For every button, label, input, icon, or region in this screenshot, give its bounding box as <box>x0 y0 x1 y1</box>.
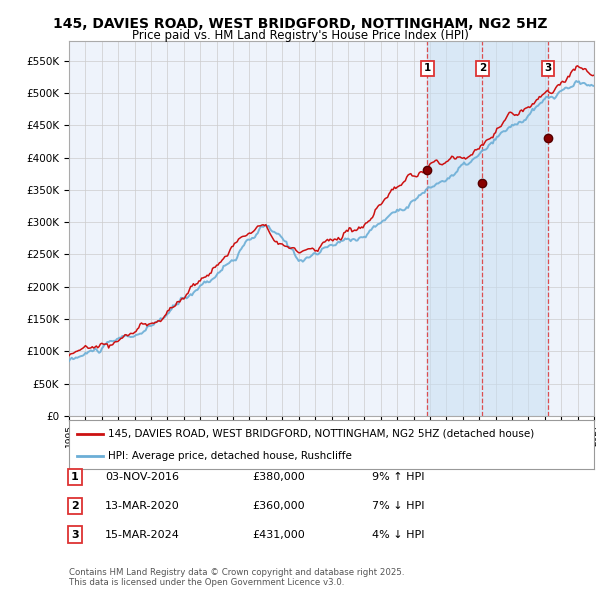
Text: 145, DAVIES ROAD, WEST BRIDGFORD, NOTTINGHAM, NG2 5HZ: 145, DAVIES ROAD, WEST BRIDGFORD, NOTTIN… <box>53 17 547 31</box>
Text: £360,000: £360,000 <box>252 501 305 510</box>
Text: Price paid vs. HM Land Registry's House Price Index (HPI): Price paid vs. HM Land Registry's House … <box>131 30 469 42</box>
Text: 3: 3 <box>71 530 79 539</box>
Text: 4% ↓ HPI: 4% ↓ HPI <box>372 530 425 539</box>
Text: Contains HM Land Registry data © Crown copyright and database right 2025.
This d: Contains HM Land Registry data © Crown c… <box>69 568 404 587</box>
Text: 1: 1 <box>424 64 431 73</box>
Text: £431,000: £431,000 <box>252 530 305 539</box>
Text: HPI: Average price, detached house, Rushcliffe: HPI: Average price, detached house, Rush… <box>109 451 352 461</box>
Text: 2: 2 <box>479 64 486 73</box>
Text: 03-NOV-2016: 03-NOV-2016 <box>105 472 179 481</box>
Text: 1: 1 <box>71 472 79 481</box>
Text: 13-MAR-2020: 13-MAR-2020 <box>105 501 180 510</box>
Text: 2: 2 <box>71 501 79 510</box>
Bar <box>427 41 548 416</box>
Text: 145, DAVIES ROAD, WEST BRIDGFORD, NOTTINGHAM, NG2 5HZ (detached house): 145, DAVIES ROAD, WEST BRIDGFORD, NOTTIN… <box>109 429 535 439</box>
Text: £380,000: £380,000 <box>252 472 305 481</box>
Text: 3: 3 <box>544 64 551 73</box>
Text: 9% ↑ HPI: 9% ↑ HPI <box>372 472 425 481</box>
Text: 7% ↓ HPI: 7% ↓ HPI <box>372 501 425 510</box>
Text: 15-MAR-2024: 15-MAR-2024 <box>105 530 180 539</box>
